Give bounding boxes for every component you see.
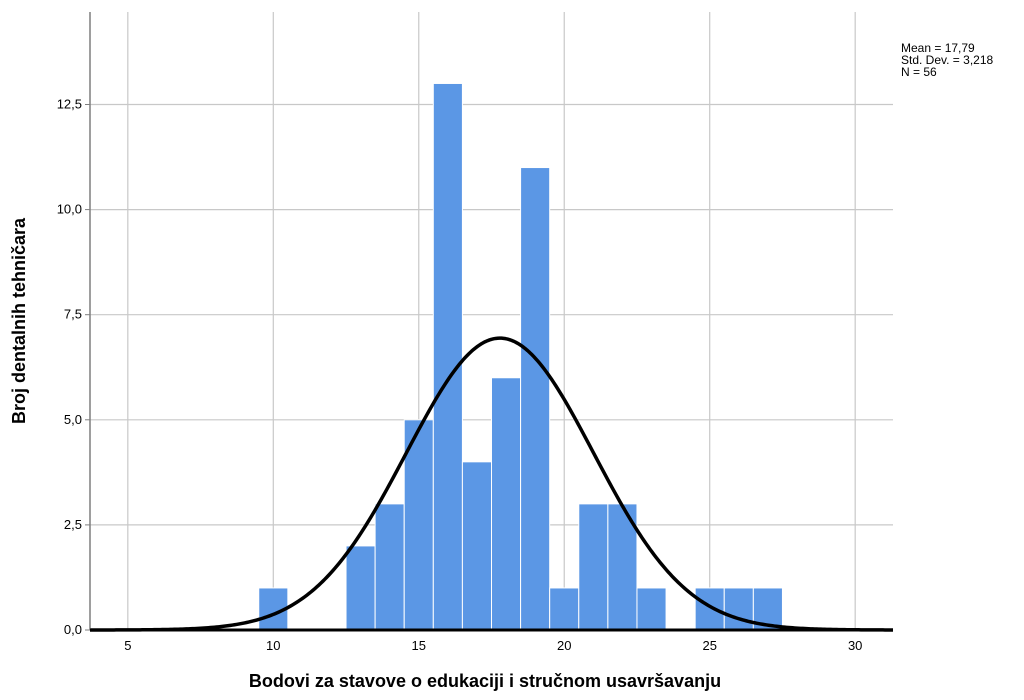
tick-labels: 5 10 15 20 25 30 0,0 2,5 5,0 7,5 10,0 12,5 (57, 96, 863, 653)
stats-mean: Mean = 17,79 (901, 41, 975, 55)
x-tick-label: 25 (702, 638, 716, 653)
y-tick-label: 0,0 (64, 622, 82, 637)
x-tick-label: 30 (848, 638, 862, 653)
histogram-bar (345, 545, 376, 631)
histogram-bar (491, 377, 522, 631)
histogram-bar (578, 503, 609, 631)
y-tick-label: 7,5 (64, 307, 82, 322)
x-tick-label: 5 (124, 638, 131, 653)
x-axis-title: Bodovi za stavove o edukaciji i stručnom… (249, 671, 721, 691)
histogram-bar (694, 587, 725, 631)
y-axis-title: Broj dentalnih tehničara (9, 217, 29, 424)
x-tick-label: 15 (412, 638, 426, 653)
stats-box: Mean = 17,79 Std. Dev. = 3,218 N = 56 (901, 41, 993, 79)
histogram-bar (520, 167, 551, 631)
histogram-bar (374, 503, 405, 631)
histogram-bar (461, 461, 492, 631)
histogram-bar (636, 587, 667, 631)
gridlines (90, 12, 893, 630)
y-tick-label: 5,0 (64, 412, 82, 427)
y-tick-label: 2,5 (64, 517, 82, 532)
normal-curve (90, 336, 894, 632)
x-tick-label: 20 (557, 638, 571, 653)
stats-n: N = 56 (901, 65, 937, 79)
axes (85, 12, 893, 632)
histogram-bar (723, 587, 754, 631)
histogram-bar (549, 587, 580, 631)
y-tick-label: 10,0 (57, 202, 82, 217)
stats-std-dev: Std. Dev. = 3,218 (901, 53, 993, 67)
y-tick-label: 12,5 (57, 96, 82, 111)
x-tick-label: 10 (266, 638, 280, 653)
normal-curve-group (90, 336, 894, 632)
histogram-bars (258, 82, 783, 631)
histogram-bar (403, 419, 434, 631)
histogram-bar (432, 82, 463, 631)
